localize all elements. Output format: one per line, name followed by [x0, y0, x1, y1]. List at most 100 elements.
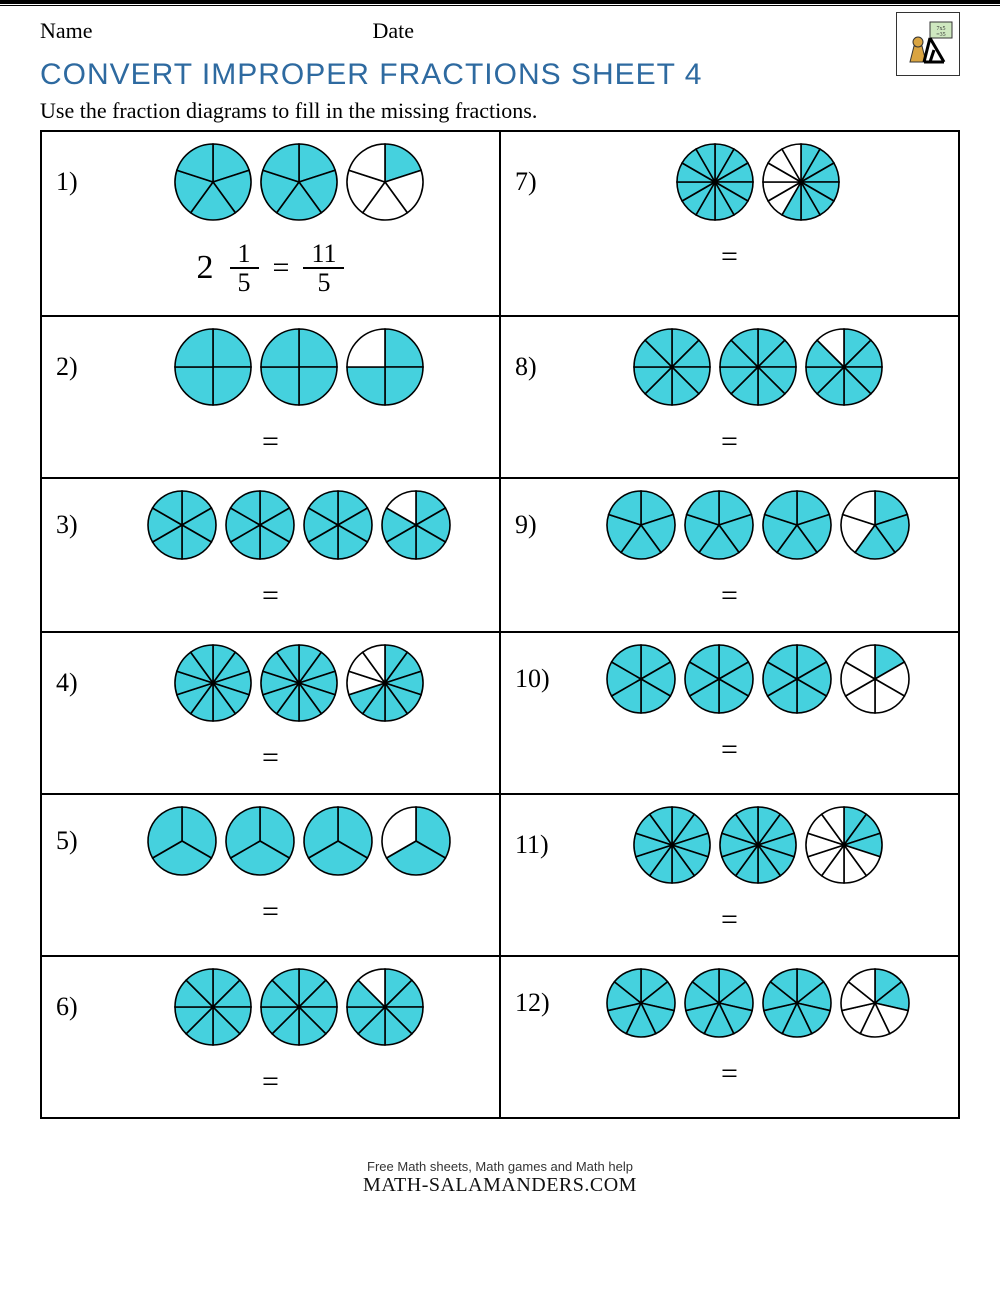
fraction-diagrams: [106, 643, 491, 723]
fraction-circle-icon: [345, 142, 425, 222]
problem-number: 10): [509, 664, 555, 694]
equals-sign: =: [721, 240, 738, 274]
brand-logo-icon: 7x5 =35: [896, 12, 960, 76]
problem-top-row: 9): [509, 489, 950, 561]
fraction-circle-icon: [380, 805, 452, 877]
problem-number: 12): [509, 988, 555, 1018]
problem-cell: 5)=: [41, 794, 500, 956]
problem-top-row: 2): [50, 327, 491, 407]
answer-row: 215=115: [50, 240, 491, 297]
problem-number: 7): [509, 167, 555, 197]
fraction-circle-icon: [718, 805, 798, 885]
fraction-circle-icon: [675, 142, 755, 222]
fraction-circle-icon: [761, 967, 833, 1039]
fraction-circle-icon: [173, 967, 253, 1047]
equals-sign: =: [262, 741, 279, 775]
problem-number: 11): [509, 830, 555, 860]
problem-number: 3): [50, 510, 96, 540]
problem-number: 4): [50, 668, 96, 698]
answer-row: =: [509, 903, 950, 937]
fraction-circle-icon: [632, 805, 712, 885]
equals-sign: =: [721, 579, 738, 613]
fraction-diagrams: [106, 142, 491, 222]
answer-row: =: [50, 579, 491, 613]
footer-tagline: Free Math sheets, Math games and Math he…: [40, 1159, 960, 1174]
problem-number: 1): [50, 167, 96, 197]
fraction-circle-icon: [380, 489, 452, 561]
fraction-circle-icon: [632, 327, 712, 407]
answer-row: =: [509, 240, 950, 274]
problem-cell: 8) =: [500, 316, 959, 478]
problem-number: 9): [509, 510, 555, 540]
fraction-circle-icon: [224, 805, 296, 877]
fraction-diagrams: [565, 489, 950, 561]
fraction-diagrams: [106, 489, 491, 561]
fraction-circle-icon: [173, 643, 253, 723]
fraction-diagrams: [565, 643, 950, 715]
fraction-circle-icon: [683, 643, 755, 715]
fraction-diagrams: [565, 142, 950, 222]
problem-top-row: 5): [50, 805, 491, 877]
fraction-circle-icon: [761, 489, 833, 561]
equals-sign: =: [721, 1057, 738, 1091]
fraction-circle-icon: [804, 805, 884, 885]
equals-sign: =: [721, 733, 738, 767]
answer-row: =: [50, 425, 491, 459]
fraction-diagrams: [565, 327, 950, 407]
problem-cell: 3) =: [41, 478, 500, 632]
fraction-circle-icon: [173, 327, 253, 407]
problem-number: 2): [50, 352, 96, 382]
problem-cell: 9) =: [500, 478, 959, 632]
answer-row: =: [509, 1057, 950, 1091]
fraction-diagrams: [106, 805, 491, 877]
problem-number: 6): [50, 992, 96, 1022]
svg-text:=35: =35: [936, 32, 945, 38]
problem-top-row: 8): [509, 327, 950, 407]
fraction-circle-icon: [761, 643, 833, 715]
equals-sign: =: [721, 903, 738, 937]
problem-number: 8): [509, 352, 555, 382]
fraction-circle-icon: [839, 967, 911, 1039]
problem-top-row: 11): [509, 805, 950, 885]
name-label: Name: [40, 18, 93, 44]
equals-sign: =: [262, 1065, 279, 1099]
problem-cell: 2) =: [41, 316, 500, 478]
equals-sign: =: [262, 425, 279, 459]
instructions: Use the fraction diagrams to fill in the…: [40, 98, 960, 124]
page-footer: Free Math sheets, Math games and Math he…: [40, 1159, 960, 1197]
date-label: Date: [373, 18, 415, 44]
fraction-circle-icon: [345, 327, 425, 407]
answer-row: =: [50, 741, 491, 775]
fraction-circle-icon: [683, 967, 755, 1039]
fraction-circle-icon: [259, 327, 339, 407]
fraction-circle-icon: [804, 327, 884, 407]
problem-top-row: 7): [509, 142, 950, 222]
problem-number: 5): [50, 826, 96, 856]
problem-cell: 7) =: [500, 131, 959, 316]
fraction-diagrams: [565, 967, 950, 1039]
equals-sign: =: [262, 579, 279, 613]
problem-cell: 10) =: [500, 632, 959, 794]
fraction-circle-icon: [605, 967, 677, 1039]
answer-row: =: [509, 733, 950, 767]
fraction-diagrams: [106, 967, 491, 1047]
fraction-circle-icon: [345, 643, 425, 723]
problem-cell: 12) =: [500, 956, 959, 1118]
footer-brand: MATH-SALAMANDERS.COM: [40, 1174, 960, 1197]
fraction-diagrams: [565, 805, 950, 885]
fraction-circle-icon: [345, 967, 425, 1047]
answer-row: =: [50, 1065, 491, 1099]
meta-row: Name Date 7x5 =35: [40, 18, 960, 44]
fraction-circle-icon: [173, 142, 253, 222]
improper-fraction: 115: [303, 240, 344, 297]
problem-top-row: 4): [50, 643, 491, 723]
fraction-circle-icon: [605, 489, 677, 561]
problem-top-row: 12): [509, 967, 950, 1039]
worksheet-page: Name Date 7x5 =35 CONVERT IMPROPER FRACT…: [0, 18, 1000, 1237]
problem-top-row: 1): [50, 142, 491, 222]
answer-row: =: [509, 425, 950, 459]
fraction-circle-icon: [259, 643, 339, 723]
answer-row: =: [509, 579, 950, 613]
fraction-circle-icon: [302, 489, 374, 561]
page-title: CONVERT IMPROPER FRACTIONS SHEET 4: [40, 58, 960, 92]
